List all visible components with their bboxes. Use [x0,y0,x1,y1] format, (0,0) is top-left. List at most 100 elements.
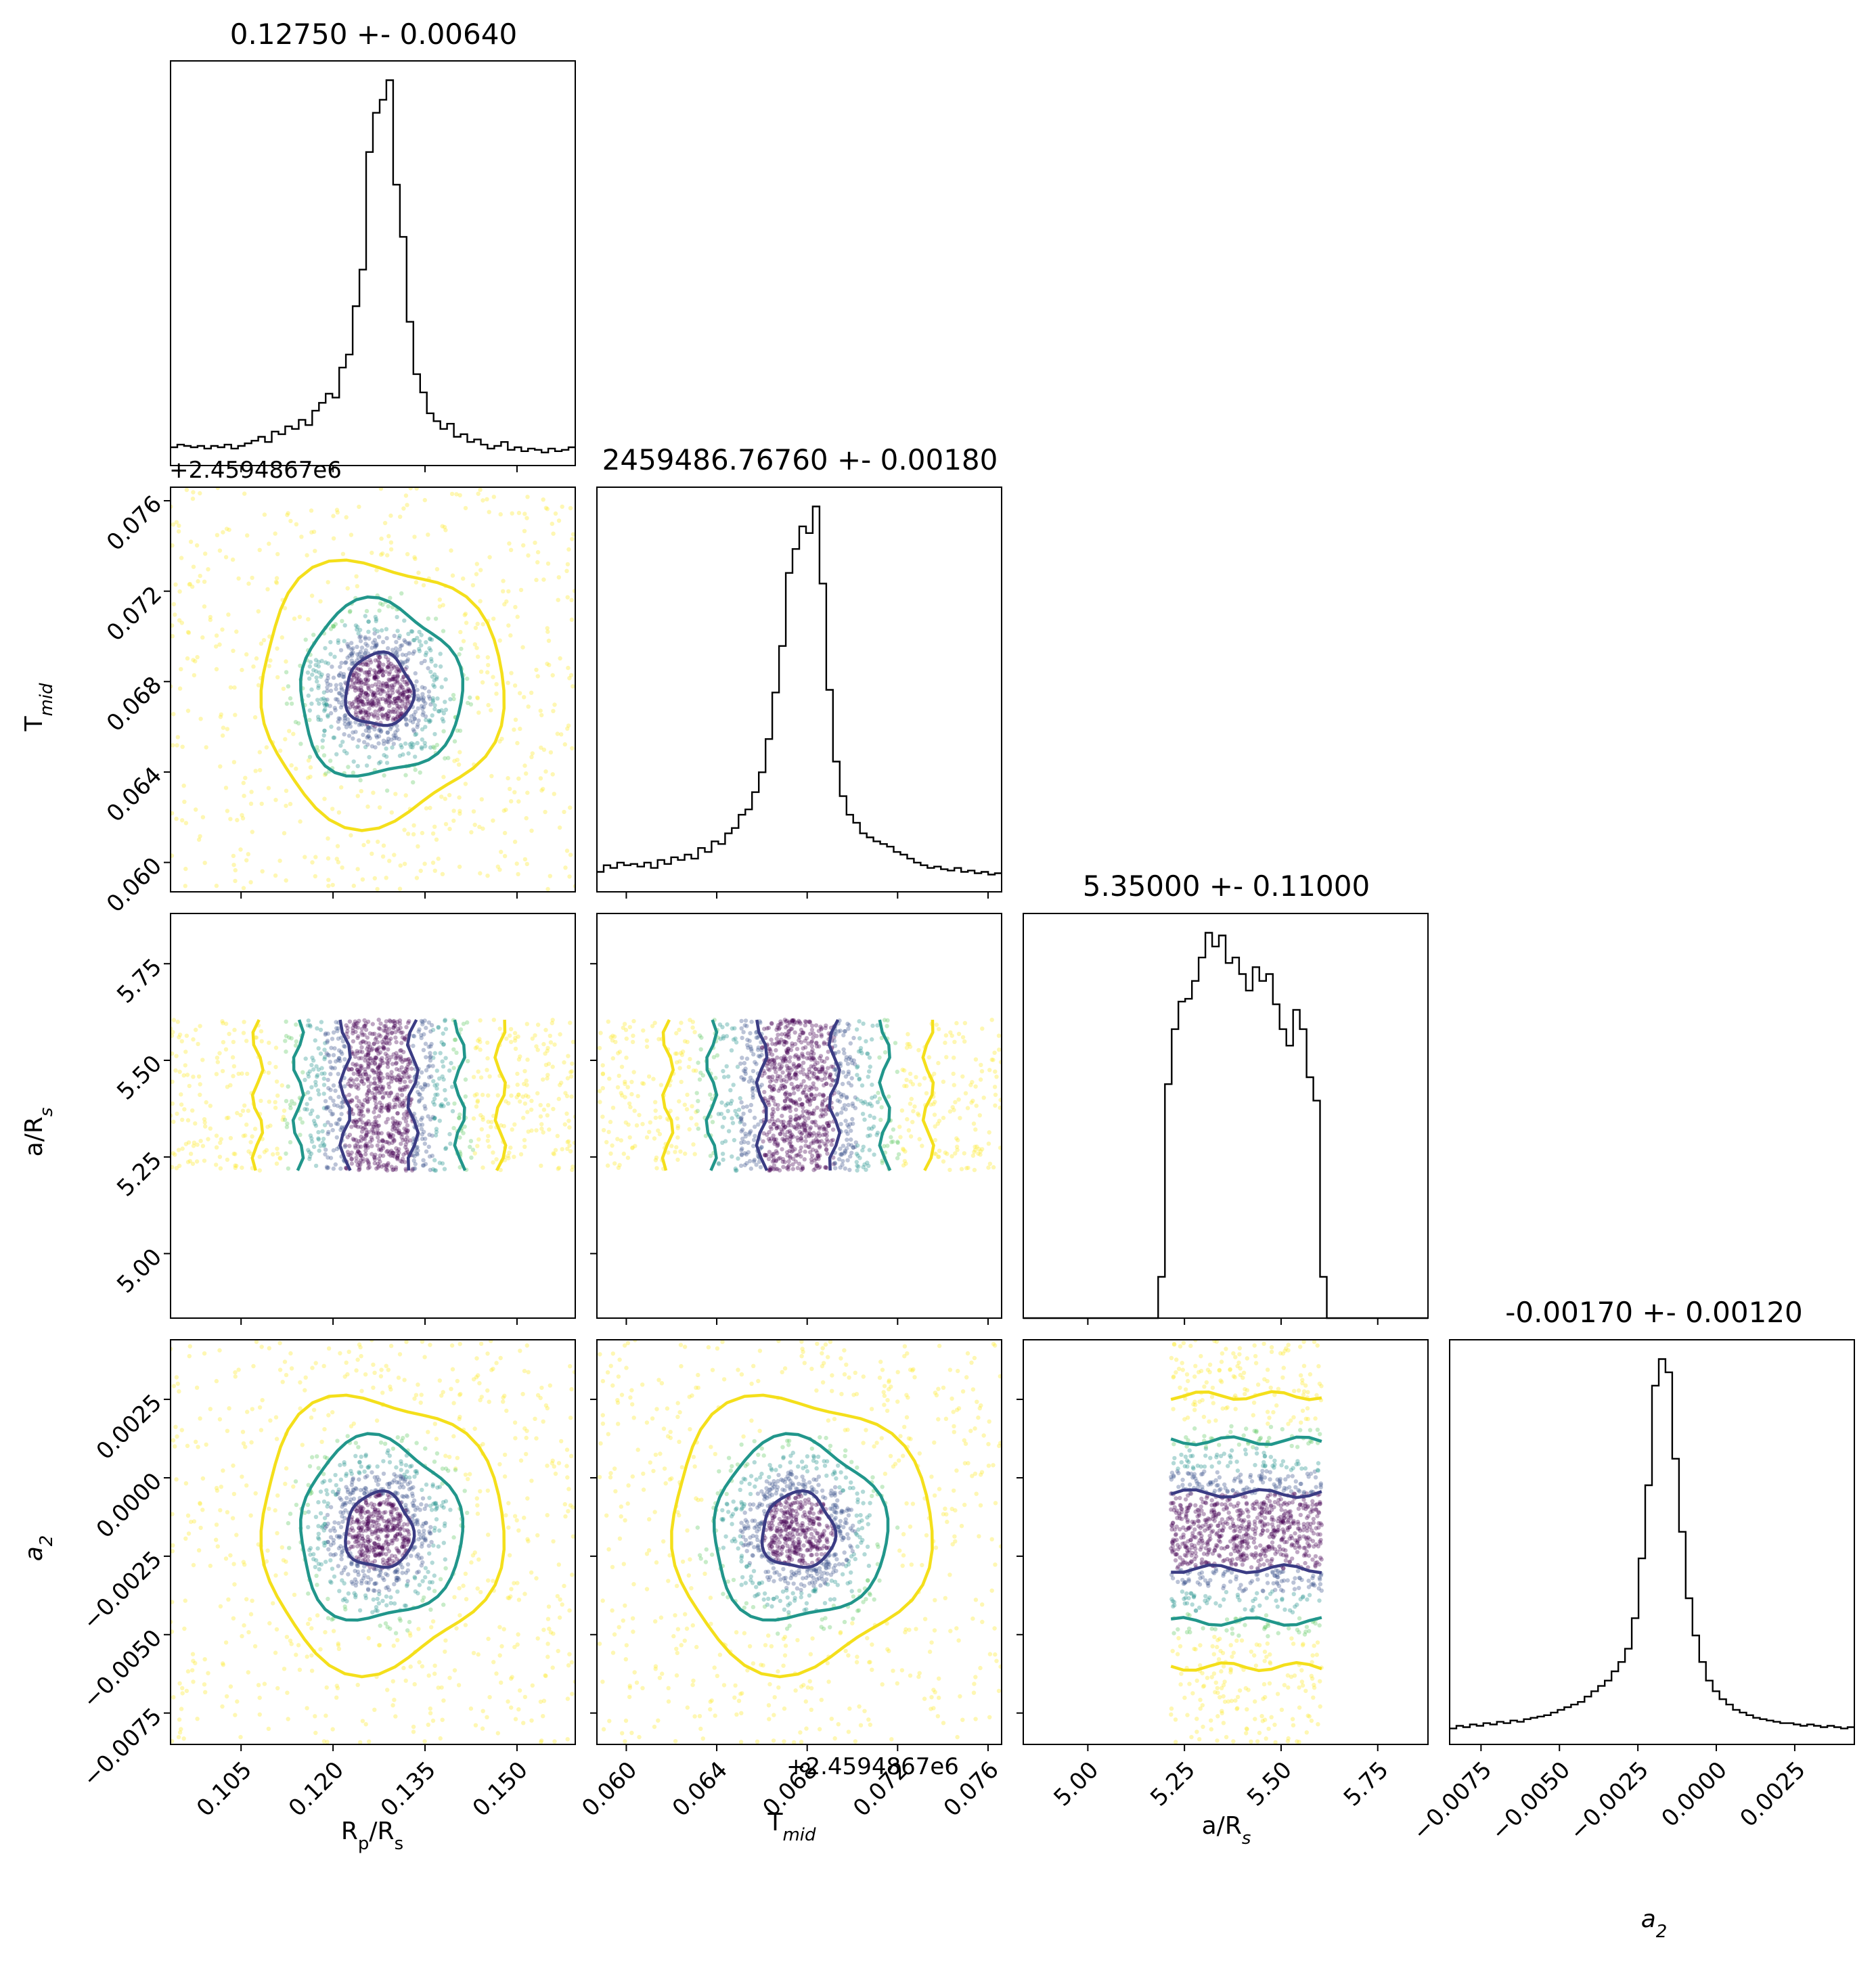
sample-point [439,1504,444,1508]
sample-point [481,498,485,503]
sample-point [770,1114,775,1119]
sample-point [485,1488,490,1493]
sample-point [407,1138,413,1143]
sample-point [720,1125,725,1129]
sample-point [474,646,479,650]
sample-point [355,1119,359,1125]
sample-point [342,1144,347,1150]
sample-point [336,1056,342,1060]
sample-point [338,705,344,710]
sample-point [769,1166,774,1171]
sample-point [805,1051,811,1056]
sample-point [328,1505,334,1510]
sample-point [752,1137,757,1142]
sample-point [674,1060,679,1065]
sample-point [179,1102,184,1107]
sample-point [457,1135,462,1140]
sample-point [364,763,370,768]
sample-point [397,1072,401,1078]
sample-point [366,733,371,739]
sample-point [335,1029,340,1033]
sample-point [351,1078,355,1083]
sample-point [526,1129,531,1134]
sample-point [843,1148,847,1153]
sample-point [267,1100,271,1104]
sample-point [774,1125,780,1130]
sample-point [769,1086,775,1091]
sample-point [355,705,359,710]
sample-point [767,1168,773,1173]
sample-point [954,1020,959,1026]
sample-point [375,713,380,717]
histogram-ars [1023,913,1429,1319]
sample-point [994,1075,999,1079]
sample-point [822,1040,827,1045]
sample-point [601,1128,606,1133]
sample-point [937,1154,941,1159]
sample-point [853,1095,858,1100]
sample-point [506,1501,511,1506]
sample-point [461,1131,466,1135]
sample-point [313,1079,318,1085]
sample-point [372,1031,377,1037]
sample-point [173,1068,178,1073]
sample-point [342,718,347,723]
sample-point [457,1586,462,1591]
sample-point [402,1058,407,1062]
sample-point [195,655,200,660]
sample-point [420,1340,425,1344]
sample-point [745,1043,750,1047]
sample-point [816,1067,821,1072]
sample-point [824,1081,829,1086]
sample-point [981,1096,986,1100]
sample-point [420,1487,424,1492]
sample-point [820,1133,826,1137]
sample-point [264,1559,269,1564]
sample-point [365,1091,370,1096]
sample-point [767,1084,772,1089]
sample-point [333,1472,338,1478]
sample-point [751,1092,755,1098]
sample-point [428,1711,433,1715]
sample-point [342,1516,347,1520]
sample-point [763,1035,768,1041]
sample-point [689,1116,694,1121]
sample-point [380,1075,385,1081]
sample-point [219,712,223,717]
sample-point [351,1031,355,1036]
sample-point [286,1520,291,1526]
sample-point [855,1153,860,1158]
sample-point [801,1030,806,1035]
sample-point [391,742,396,746]
sample-point [456,762,462,767]
sample-point [342,1057,347,1062]
sample-point [376,664,380,669]
sample-point [231,760,237,765]
sample-point [740,1136,745,1142]
ylabel-a2: a2 [20,1535,57,1562]
sample-point [556,518,562,523]
sample-point [252,1127,258,1131]
sample-point [307,664,312,669]
sample-point [969,1100,974,1105]
sample-point [372,675,378,680]
sample-point [841,1033,846,1038]
sample-point [370,1137,374,1142]
sample-point [814,1044,820,1049]
sample-point [403,1069,408,1074]
sample-point [570,746,575,751]
sample-point [608,1119,613,1125]
sample-point [307,1156,312,1162]
sample-point [374,1055,379,1060]
sample-point [328,1156,334,1160]
sample-point [284,1125,290,1129]
sample-point [259,1029,264,1034]
sample-point [378,759,383,765]
sample-point [359,698,364,703]
sample-point [395,1111,400,1116]
sample-point [362,694,367,700]
sample-point [824,1133,829,1138]
sample-point [458,629,463,635]
sample-point [390,1150,395,1155]
sample-point [849,1143,854,1148]
